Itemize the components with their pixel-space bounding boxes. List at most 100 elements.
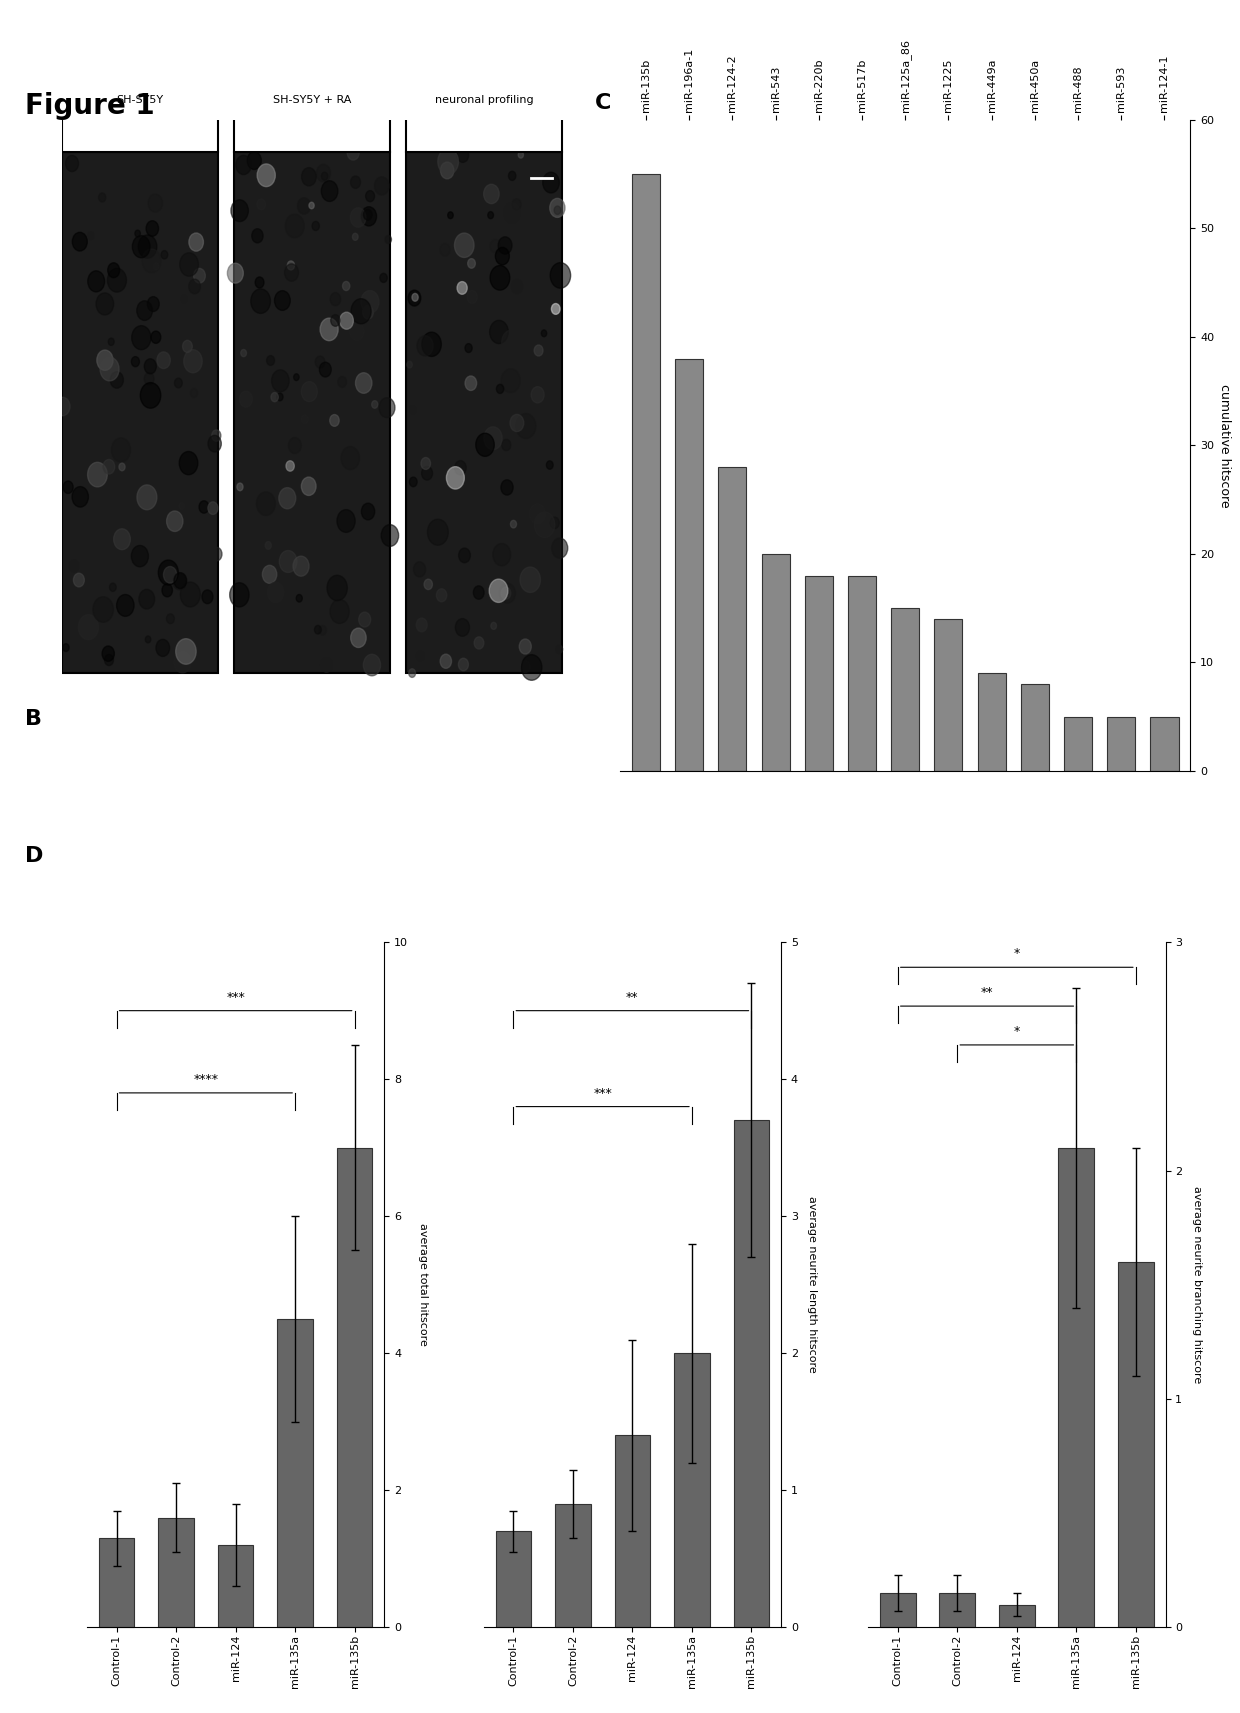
- Bar: [405, 152, 562, 673]
- Circle shape: [144, 373, 154, 385]
- Circle shape: [131, 356, 139, 367]
- Circle shape: [459, 658, 469, 671]
- Circle shape: [342, 281, 350, 291]
- Text: SH-SY5Y + RA: SH-SY5Y + RA: [273, 96, 351, 106]
- Circle shape: [361, 207, 377, 226]
- Circle shape: [542, 331, 547, 337]
- Circle shape: [551, 517, 559, 529]
- Circle shape: [119, 463, 125, 471]
- Circle shape: [108, 337, 114, 346]
- Circle shape: [511, 521, 517, 528]
- Bar: [675, 1353, 709, 1627]
- Circle shape: [157, 351, 170, 368]
- Circle shape: [490, 240, 501, 254]
- Circle shape: [100, 358, 119, 380]
- Text: ***: ***: [226, 990, 246, 1004]
- Circle shape: [301, 168, 316, 187]
- Text: C: C: [595, 93, 611, 113]
- Circle shape: [250, 289, 270, 313]
- Circle shape: [63, 644, 69, 651]
- Circle shape: [351, 207, 366, 228]
- Bar: [405, 48, 562, 152]
- Circle shape: [362, 305, 373, 319]
- Text: *: *: [1013, 947, 1021, 961]
- Circle shape: [285, 214, 304, 238]
- Circle shape: [272, 392, 278, 403]
- Circle shape: [474, 637, 484, 649]
- Circle shape: [512, 199, 521, 211]
- Circle shape: [114, 529, 130, 550]
- Circle shape: [422, 466, 433, 480]
- Bar: [1118, 1262, 1153, 1627]
- Circle shape: [363, 654, 381, 677]
- Circle shape: [95, 293, 114, 315]
- Circle shape: [131, 545, 149, 567]
- Circle shape: [172, 574, 186, 589]
- Bar: [1021, 683, 1049, 771]
- Circle shape: [465, 344, 472, 353]
- Circle shape: [552, 303, 560, 315]
- Circle shape: [133, 236, 150, 257]
- Circle shape: [151, 331, 161, 343]
- Circle shape: [502, 331, 521, 355]
- Circle shape: [69, 560, 79, 572]
- Circle shape: [208, 435, 221, 452]
- Circle shape: [458, 281, 467, 295]
- Circle shape: [490, 266, 510, 289]
- Circle shape: [384, 235, 392, 243]
- Circle shape: [135, 230, 140, 236]
- Circle shape: [272, 370, 289, 392]
- Circle shape: [321, 658, 332, 671]
- Circle shape: [341, 447, 360, 469]
- Circle shape: [104, 654, 114, 666]
- Circle shape: [490, 579, 508, 603]
- Circle shape: [72, 233, 87, 252]
- Circle shape: [180, 254, 198, 276]
- Y-axis label: average neurite length hitscore: average neurite length hitscore: [807, 1196, 817, 1374]
- Circle shape: [361, 291, 379, 313]
- Circle shape: [72, 486, 88, 507]
- Circle shape: [257, 492, 275, 516]
- Circle shape: [495, 247, 510, 266]
- Circle shape: [315, 625, 321, 634]
- Circle shape: [467, 291, 477, 303]
- Circle shape: [511, 279, 522, 293]
- Circle shape: [409, 406, 415, 415]
- Circle shape: [175, 379, 182, 387]
- Circle shape: [474, 586, 484, 600]
- Bar: [761, 553, 790, 771]
- Circle shape: [184, 349, 202, 373]
- Circle shape: [241, 349, 247, 356]
- Circle shape: [117, 594, 134, 617]
- Bar: [62, 48, 218, 152]
- Circle shape: [331, 315, 340, 325]
- Circle shape: [503, 202, 520, 223]
- Circle shape: [408, 289, 420, 307]
- Circle shape: [139, 589, 155, 610]
- Circle shape: [279, 488, 296, 509]
- Text: *: *: [1013, 1024, 1021, 1038]
- Circle shape: [274, 291, 290, 310]
- Circle shape: [164, 567, 177, 582]
- Circle shape: [420, 457, 430, 469]
- Circle shape: [181, 295, 187, 303]
- Bar: [848, 576, 875, 771]
- Circle shape: [144, 358, 156, 373]
- Circle shape: [208, 502, 218, 514]
- Circle shape: [455, 233, 474, 257]
- Circle shape: [330, 415, 340, 427]
- Circle shape: [288, 260, 295, 271]
- Circle shape: [321, 173, 327, 180]
- Circle shape: [467, 259, 475, 269]
- Circle shape: [529, 504, 546, 524]
- Circle shape: [63, 481, 73, 493]
- Circle shape: [534, 344, 543, 356]
- Circle shape: [268, 582, 284, 603]
- Circle shape: [361, 504, 374, 519]
- Circle shape: [379, 274, 387, 283]
- Circle shape: [161, 250, 167, 259]
- Circle shape: [255, 278, 264, 288]
- Bar: [734, 1120, 769, 1627]
- Circle shape: [154, 264, 159, 271]
- Text: **: **: [981, 987, 993, 999]
